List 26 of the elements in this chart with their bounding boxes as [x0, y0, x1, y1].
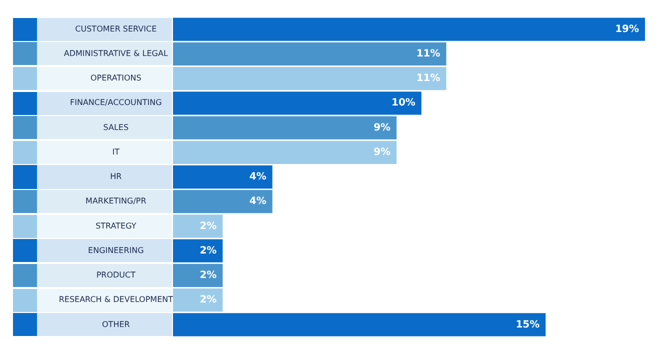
data-label: 2% — [200, 270, 217, 282]
y-tick-label: FINANCE/ACCOUNTING — [70, 98, 162, 108]
data-label: 2% — [200, 294, 217, 306]
y-tick-label: PRODUCT — [96, 270, 136, 280]
data-label: 2% — [200, 220, 217, 232]
y-tick-label: IT — [112, 147, 120, 156]
y-tick-label: OPERATIONS — [90, 74, 142, 83]
data-label: 11% — [416, 48, 440, 60]
y-tick-label: STRATEGY — [96, 221, 136, 230]
data-label: 15% — [516, 319, 540, 330]
data-label: 4% — [249, 196, 266, 208]
data-label: 2% — [200, 245, 217, 256]
y-tick-label: MARKETING/PR — [86, 196, 147, 206]
y-tick-label: SALES — [103, 122, 129, 132]
data-label: 11% — [416, 73, 440, 84]
y-tick-label: ADMINISTRATIVE & LEGAL — [64, 49, 168, 58]
y-tick-label: OTHER — [102, 320, 130, 329]
data-label: 4% — [249, 172, 266, 183]
y-tick-label: HR — [110, 172, 122, 182]
data-label: 19% — [615, 24, 639, 35]
y-tick-label: ENGINEERING — [88, 246, 144, 255]
y-tick-label: RESEARCH & DEVELOPMENT — [58, 295, 174, 304]
y-tick-label: CUSTOMER SERVICE — [75, 24, 157, 34]
data-label: 9% — [374, 146, 391, 158]
data-label: 10% — [391, 98, 416, 109]
data-label: 9% — [374, 122, 391, 134]
